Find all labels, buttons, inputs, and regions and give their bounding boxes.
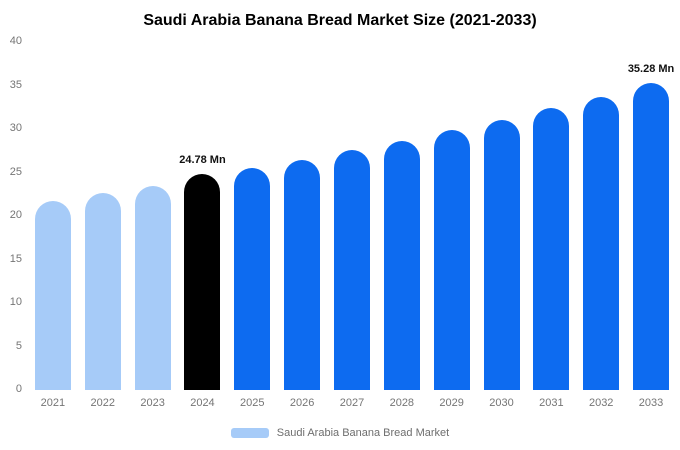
y-tick-10: 10 xyxy=(9,296,22,308)
bar-2023 xyxy=(134,185,171,390)
bar-slot-2029 xyxy=(427,42,477,390)
bar-2026 xyxy=(284,159,321,390)
x-tick-2027: 2027 xyxy=(339,397,365,409)
chart-title: Saudi Arabia Banana Bread Market Size (2… xyxy=(143,12,537,29)
bar-2029 xyxy=(433,129,470,390)
x-tick-2025: 2025 xyxy=(240,397,265,409)
y-tick-0: 0 xyxy=(15,383,22,395)
bar-2021 xyxy=(34,201,71,390)
x-tick-2030: 2030 xyxy=(489,397,514,409)
bar-2031 xyxy=(533,108,570,390)
y-tick-25: 25 xyxy=(9,165,22,178)
bar-2022 xyxy=(84,193,121,390)
bar-slot-2030 xyxy=(477,42,527,390)
bar-slot-2026 xyxy=(277,42,327,390)
bar-slot-2032 xyxy=(576,42,626,390)
y-axis: 0 5 10 15 20 25 30 35 40 xyxy=(0,35,24,395)
bar-slot-2021 xyxy=(28,42,78,390)
bar-slot-2023 xyxy=(128,42,178,390)
x-tick-2033: 2033 xyxy=(638,397,664,409)
x-tick-2028: 2028 xyxy=(389,397,415,409)
bar-value-label-2033: 35.28 Mn xyxy=(627,63,675,76)
bar-value-label-2024: 24.78 Mn xyxy=(179,154,226,167)
y-tick-20: 20 xyxy=(9,209,22,221)
x-tick-2023: 2023 xyxy=(140,397,165,409)
bar-2033 xyxy=(633,83,670,390)
x-tick-2022: 2022 xyxy=(90,397,115,409)
legend-label: Saudi Arabia Banana Bread Market xyxy=(276,427,450,439)
x-tick-2029: 2029 xyxy=(439,397,464,409)
plot-area: 24.78 Mn 35.28 Mn xyxy=(28,42,676,390)
x-tick-2021: 2021 xyxy=(40,397,66,409)
bar-slot-2028 xyxy=(377,42,427,390)
bar-2032 xyxy=(583,96,620,390)
bar-slot-2024: 24.78 Mn xyxy=(178,42,228,390)
bar-2028 xyxy=(383,141,420,390)
legend-swatch-icon xyxy=(230,428,269,438)
bar-2030 xyxy=(483,120,520,390)
bar-slot-2031 xyxy=(526,42,576,390)
legend[interactable]: Saudi Arabia Banana Bread Market xyxy=(0,427,680,439)
x-tick-2032: 2032 xyxy=(588,397,614,409)
y-tick-30: 30 xyxy=(9,122,22,134)
bar-slot-2027 xyxy=(327,42,377,390)
y-tick-35: 35 xyxy=(9,78,22,91)
x-axis: 2021 2022 2023 2024 2025 2026 2027 2028 2029 2030… xyxy=(28,397,676,409)
bar-2024 xyxy=(184,174,221,390)
bar-slot-2025 xyxy=(227,42,277,390)
bar-slot-2033: 35.28 Mn xyxy=(626,42,676,390)
bar-2027 xyxy=(333,149,370,390)
y-tick-40: 40 xyxy=(9,35,22,47)
y-tick-15: 15 xyxy=(9,252,22,265)
bar-2025 xyxy=(234,168,271,390)
y-tick-5: 5 xyxy=(15,339,22,352)
x-tick-2026: 2026 xyxy=(289,397,315,409)
x-tick-2024: 2024 xyxy=(190,397,215,409)
bar-slot-2022 xyxy=(78,42,128,390)
x-tick-2031: 2031 xyxy=(539,397,564,409)
